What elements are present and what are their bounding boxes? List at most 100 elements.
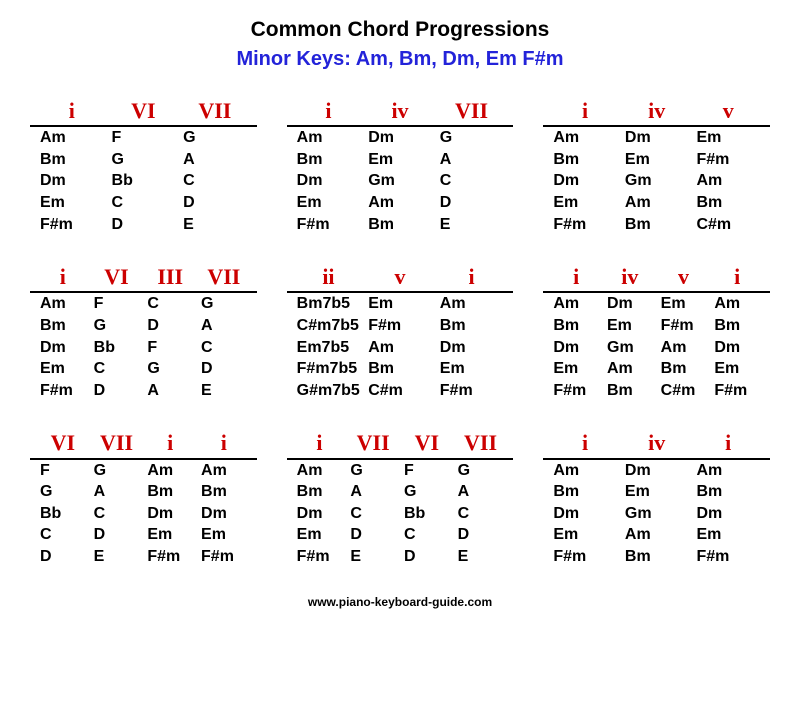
chord-cell: F#m	[197, 546, 251, 568]
chord-cell: C	[454, 503, 508, 525]
chord-cell: F#m	[549, 380, 603, 402]
chord-cell: Bm	[36, 149, 108, 171]
chord-row: EmCD	[30, 192, 257, 214]
chord-cell: E	[454, 546, 508, 568]
chord-row: BmGDA	[30, 315, 257, 337]
roman-numeral: i	[436, 265, 508, 289]
chord-cell: Em	[549, 192, 621, 214]
chord-cell: D	[346, 524, 400, 546]
chord-row: BmEmF#mBm	[543, 315, 770, 337]
chord-cell: Bm	[364, 358, 436, 380]
chord-cell: F#m	[36, 214, 108, 236]
chord-cell: Em	[36, 192, 108, 214]
chord-cell: F#m	[36, 380, 90, 402]
roman-numeral: i	[143, 431, 197, 455]
chord-cell: Dm	[549, 337, 603, 359]
chord-cell: Dm	[621, 460, 693, 482]
chord-cell: Bm	[549, 149, 621, 171]
chord-row: DmGmAmDm	[543, 337, 770, 359]
chord-cell: Bm	[364, 214, 436, 236]
chord-row: EmCGD	[30, 358, 257, 380]
chord-cell: Bm	[36, 315, 90, 337]
chord-cell: Em	[603, 315, 657, 337]
chord-cell: F	[400, 460, 454, 482]
chord-cell: E	[90, 546, 144, 568]
chord-row: F#mBmE	[287, 214, 514, 236]
chord-cell: F#m	[549, 214, 621, 236]
chord-cell: Bm7b5	[293, 293, 365, 315]
progression-header-row: iivi	[287, 265, 514, 293]
roman-numeral: i	[293, 99, 365, 123]
chord-row: F#m7b5BmEm	[287, 358, 514, 380]
chord-cell: C#m7b5	[293, 315, 365, 337]
roman-numeral: VII	[197, 265, 251, 289]
chord-cell: Em	[143, 524, 197, 546]
chord-row: F#mBmC#m	[543, 214, 770, 236]
chord-row: EmAmBmEm	[543, 358, 770, 380]
chord-cell: G	[90, 460, 144, 482]
chord-cell: F	[90, 293, 144, 315]
progression-block: iVIIVIVIIAmGFGBmAGADmCBbCEmDCDF#mEDE	[287, 431, 514, 567]
chord-row: GABmBm	[30, 481, 257, 503]
chord-row: BmEmF#m	[543, 149, 770, 171]
chord-cell: Am	[549, 293, 603, 315]
chord-cell: Am	[657, 337, 711, 359]
roman-numeral: VII	[179, 99, 251, 123]
chord-row: FGAmAm	[30, 460, 257, 482]
chord-cell: C	[197, 337, 251, 359]
chord-cell: C	[90, 503, 144, 525]
chord-cell: Am	[36, 293, 90, 315]
chord-cell: Dm	[549, 170, 621, 192]
chord-cell: Em	[293, 192, 365, 214]
roman-numeral: i	[293, 431, 347, 455]
chord-row: BmEmA	[287, 149, 514, 171]
roman-numeral: VII	[90, 431, 144, 455]
progression-header-row: iivVII	[287, 99, 514, 127]
footer-url: www.piano-keyboard-guide.com	[30, 595, 770, 609]
chord-cell: A	[143, 380, 197, 402]
chord-row: DEF#mF#m	[30, 546, 257, 568]
chord-cell: Dm	[197, 503, 251, 525]
chord-cell: Dm	[364, 127, 436, 149]
chord-row: AmDmEmAm	[543, 293, 770, 315]
chord-cell: Am	[549, 460, 621, 482]
chord-cell: G	[454, 460, 508, 482]
chord-row: DmBbFC	[30, 337, 257, 359]
roman-numeral: i	[36, 265, 90, 289]
chord-row: AmDmG	[287, 127, 514, 149]
roman-numeral: i	[549, 99, 621, 123]
chord-cell: F	[143, 337, 197, 359]
chord-cell: D	[436, 192, 508, 214]
chord-cell: Em	[710, 358, 764, 380]
chord-row: C#m7b5F#mBm	[287, 315, 514, 337]
chord-cell: Dm	[36, 337, 90, 359]
chord-cell: Dm	[143, 503, 197, 525]
roman-numeral: ii	[293, 265, 365, 289]
chord-cell: Gm	[364, 170, 436, 192]
chord-cell: C	[400, 524, 454, 546]
chord-cell: Am	[603, 358, 657, 380]
chord-cell: D	[400, 546, 454, 568]
chord-cell: Am	[621, 192, 693, 214]
chord-cell: G	[36, 481, 90, 503]
chord-cell: F#m	[710, 380, 764, 402]
chord-cell: F#m	[692, 149, 764, 171]
chord-cell: G	[197, 293, 251, 315]
chord-row: Bm7b5EmAm	[287, 293, 514, 315]
progression-block: iivvAmDmEmBmEmF#mDmGmAmEmAmBmF#mBmC#m	[543, 99, 770, 235]
chord-cell: Bm	[143, 481, 197, 503]
chord-cell: Bb	[400, 503, 454, 525]
chord-cell: Am	[293, 460, 347, 482]
chord-cell: Em	[621, 149, 693, 171]
chord-cell: Bb	[36, 503, 90, 525]
chord-row: CDEmEm	[30, 524, 257, 546]
chord-cell: Dm	[710, 337, 764, 359]
roman-numeral: VII	[454, 431, 508, 455]
chord-cell: E	[436, 214, 508, 236]
chord-cell: Bb	[90, 337, 144, 359]
chord-cell: F#m	[657, 315, 711, 337]
chord-row: F#mEDE	[287, 546, 514, 568]
chord-row: F#mDAE	[30, 380, 257, 402]
chord-cell: G	[108, 149, 180, 171]
chord-cell: Bm	[710, 315, 764, 337]
